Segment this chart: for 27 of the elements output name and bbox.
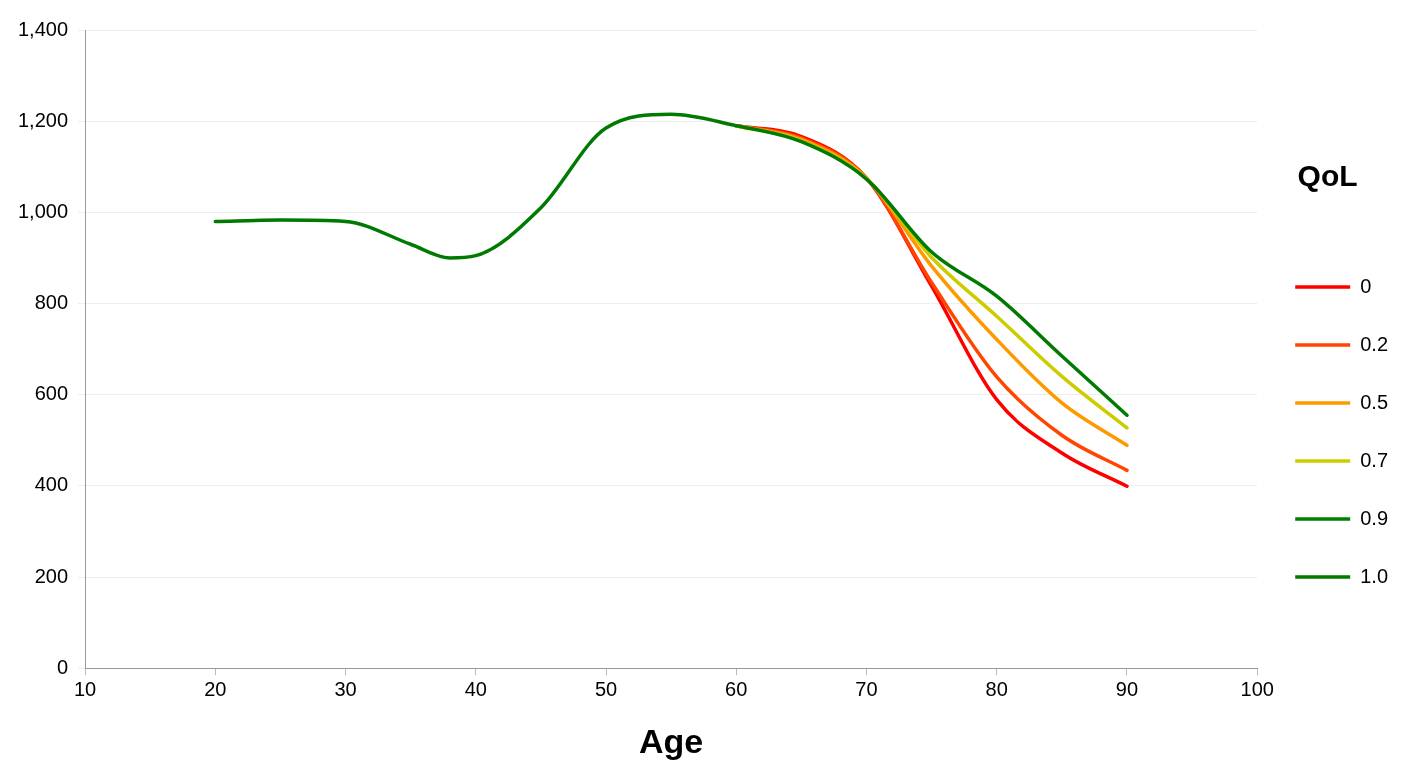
x-tick-label: 30 — [334, 677, 357, 700]
y-tick-label: 0 — [56, 655, 69, 678]
legend-label: 0 — [1360, 274, 1372, 297]
y-tick-label: 600 — [34, 382, 69, 405]
x-tick-label: 70 — [855, 677, 878, 700]
legend-label: 0.5 — [1360, 390, 1389, 413]
x-tick-label: 80 — [985, 677, 1008, 700]
x-axis-title: Age — [639, 721, 704, 760]
x-tick-label: 20 — [204, 677, 227, 700]
x-tick-label: 100 — [1240, 677, 1274, 700]
x-tick-label: 60 — [725, 677, 748, 700]
line-series — [213, 112, 1129, 417]
x-tick-label: 10 — [73, 677, 97, 700]
legend-title: QoL — [1297, 159, 1358, 193]
y-tick-label: 400 — [34, 473, 69, 496]
x-tick-label: 40 — [464, 677, 487, 700]
y-tick-label: 1,400 — [17, 17, 69, 40]
legend-label: 0.2 — [1360, 332, 1389, 355]
x-tick-label: 90 — [1115, 677, 1139, 700]
y-tick-label: 200 — [34, 564, 69, 587]
y-tick-label: 1,200 — [17, 108, 69, 131]
legend-label: 0.9 — [1360, 506, 1389, 529]
legend-label: 0.7 — [1360, 448, 1389, 471]
x-tick-label: 50 — [594, 677, 618, 700]
y-tick-label: 800 — [34, 291, 69, 314]
legend-label: 1.0 — [1360, 564, 1389, 587]
y-tick-label: 1,000 — [17, 199, 69, 222]
